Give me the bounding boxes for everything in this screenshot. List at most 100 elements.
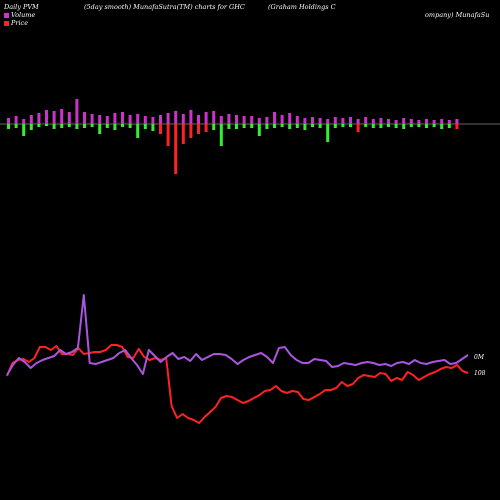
legend-price: Price xyxy=(4,19,35,28)
volume-bar-up xyxy=(181,114,185,124)
volume-bar-down xyxy=(273,124,276,128)
volume-bar-down xyxy=(432,124,436,127)
volume-right-label: 0M xyxy=(474,354,485,361)
volume-bar-down xyxy=(447,124,451,128)
volume-bar-down xyxy=(440,124,444,129)
volume-bar-up xyxy=(90,114,94,124)
volume-bar-up xyxy=(7,118,10,124)
volume-bar-down xyxy=(402,124,406,129)
volume-bar-up xyxy=(60,109,64,124)
volume-bar-up xyxy=(333,117,337,124)
volume-bar-down xyxy=(60,124,64,128)
volume-bar-down xyxy=(105,124,109,128)
volume-bar-down xyxy=(288,124,292,129)
volume-bar-down xyxy=(90,124,94,127)
volume-bar-down xyxy=(75,124,79,129)
volume-bar-down xyxy=(349,124,352,127)
volume-bar-down xyxy=(174,124,178,174)
volume-bar-up xyxy=(455,119,459,124)
volume-bar-down xyxy=(394,124,398,128)
volume-bar-down xyxy=(250,124,254,128)
volume-bar-down xyxy=(37,124,41,127)
volume-bar-down xyxy=(303,124,307,130)
volume-bar-down xyxy=(181,124,185,144)
volume-bar-up xyxy=(227,114,231,124)
volume-bar-up xyxy=(349,117,352,124)
volume-bar-down xyxy=(257,124,261,136)
header-left: Daily PVM xyxy=(4,3,39,11)
volume-bar-up xyxy=(417,120,421,124)
volume-bar-down xyxy=(371,124,375,128)
volume-bar-up xyxy=(197,115,200,124)
volume-bar-up xyxy=(128,115,132,124)
volume-bar-up xyxy=(288,113,292,124)
volume-bar-down xyxy=(242,124,246,128)
volume-bar-up xyxy=(52,111,56,124)
volume-bar-up xyxy=(440,119,444,124)
volume-bar-down xyxy=(83,124,86,128)
volume-bar-down xyxy=(151,124,155,131)
volume-bar-up xyxy=(174,111,178,124)
volume-bar-down xyxy=(136,124,140,138)
volume-bar-up xyxy=(379,118,383,124)
volume-bar-up xyxy=(425,119,428,124)
volume-bar-down xyxy=(189,124,193,138)
volume-bar-down xyxy=(121,124,124,127)
volume-bar-up xyxy=(98,115,102,124)
volume-bar-up xyxy=(409,119,413,124)
volume-bar-up xyxy=(189,110,193,124)
volume-bar-up xyxy=(151,117,155,124)
legend: Volume Price xyxy=(4,11,36,28)
volume-bar-down xyxy=(227,124,231,129)
volume-bar-up xyxy=(257,118,261,124)
volume-bar-up xyxy=(159,115,162,124)
volume-bar-down xyxy=(356,124,360,132)
volume-bar-up xyxy=(371,119,375,124)
volume-bar-up xyxy=(242,116,246,124)
volume-bar-up xyxy=(311,117,314,124)
volume-bar-down xyxy=(235,124,238,129)
volume-bar-up xyxy=(326,119,330,124)
volume-bar-up xyxy=(29,115,33,124)
volume-bar-down xyxy=(387,124,390,127)
volume-bar-down xyxy=(197,124,200,134)
volume-bar-down xyxy=(311,124,314,127)
volume-bar-up xyxy=(166,113,170,124)
volume-bar-down xyxy=(326,124,330,142)
price-right-label: 108 xyxy=(474,370,486,377)
volume-bar-up xyxy=(212,111,216,124)
volume-bar-down xyxy=(425,124,428,128)
volume-bar-up xyxy=(341,118,345,124)
volume-bar-down xyxy=(14,124,18,128)
volume-bar-up xyxy=(447,120,451,124)
volume-bar-up xyxy=(318,118,322,124)
volume-bar-up xyxy=(67,112,71,124)
volume-bar-up xyxy=(105,116,109,124)
volume-bar-down xyxy=(409,124,413,127)
volume-bar-down xyxy=(98,124,102,134)
volume-bar-up xyxy=(75,99,79,124)
volume-bar-up xyxy=(295,116,299,124)
volume-bar-up xyxy=(387,119,390,124)
volume-bar-down xyxy=(22,124,26,136)
price-line xyxy=(6,344,469,424)
volume-bar-down xyxy=(143,124,147,129)
volume-bar-down xyxy=(455,124,459,129)
legend-volume-label: Volume xyxy=(11,11,36,19)
volume-bar-down xyxy=(52,124,56,129)
volume-bar-down xyxy=(113,124,117,130)
legend-volume: Volume xyxy=(4,11,36,20)
volume-bar-up xyxy=(280,115,284,124)
volume-bar-up xyxy=(265,117,269,124)
volume-bar-down xyxy=(379,124,383,128)
volume-bar-down xyxy=(318,124,322,128)
volume-bar-up xyxy=(303,118,307,124)
volume-bar-up xyxy=(273,112,276,124)
volume-bar-down xyxy=(166,124,170,146)
header-mid: (5day smooth) MunafaSutra(TM) charts for… xyxy=(84,3,245,11)
volume-bar-up xyxy=(113,113,117,124)
volume-bar-up xyxy=(37,113,41,124)
volume-bar-up xyxy=(356,119,360,124)
volume-bar-up xyxy=(402,118,406,124)
